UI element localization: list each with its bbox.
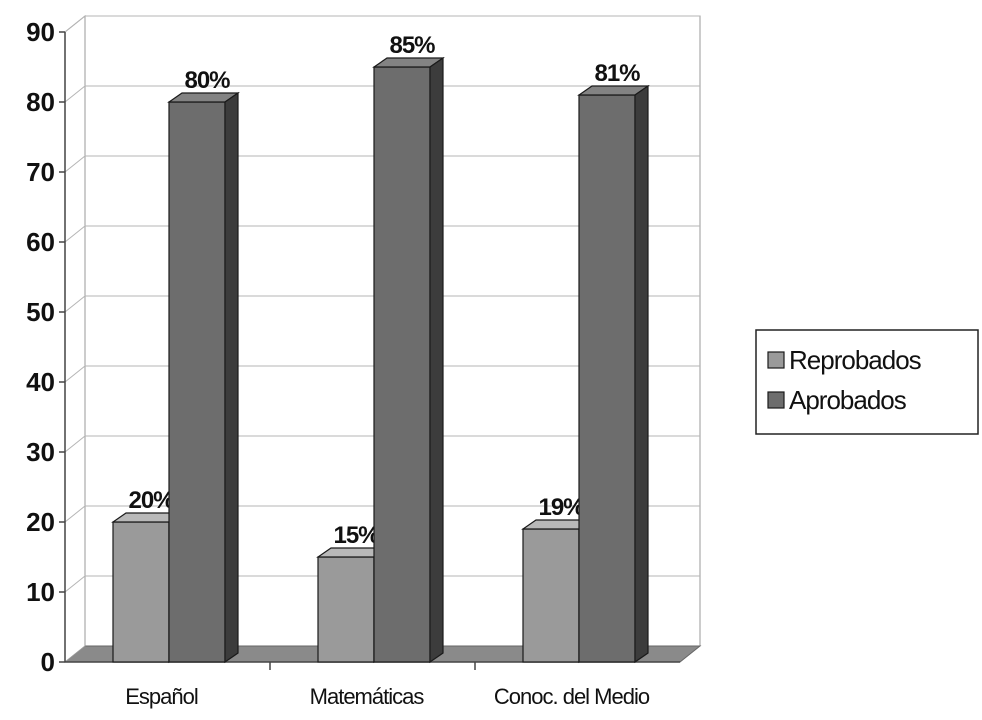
data-label: 15% [333, 522, 379, 549]
legend-label: Reprobados [789, 345, 922, 375]
gridline [64, 225, 700, 243]
y-tick-label: 70 [26, 157, 55, 187]
y-tick-label: 30 [26, 437, 55, 467]
bar-front [373, 66, 431, 663]
legend-box [755, 329, 979, 435]
data-label: 81% [594, 60, 640, 87]
y-tick-label: 90 [26, 17, 55, 47]
legend-swatch [767, 391, 785, 409]
bar-front [112, 521, 170, 663]
x-tick-label: Español [125, 684, 198, 709]
bar-front [578, 94, 636, 663]
y-tick-label: 60 [26, 227, 55, 257]
gridline [64, 365, 700, 383]
gridline [64, 575, 700, 593]
y-tick-label: 10 [26, 577, 55, 607]
data-label: 85% [389, 32, 435, 59]
bar-front [168, 101, 226, 663]
bar-aprobados-0 [167, 91, 240, 664]
y-tick-label: 20 [26, 507, 55, 537]
gridline [64, 505, 700, 523]
plot-side-wall [64, 14, 86, 664]
y-tick-label: 80 [26, 87, 55, 117]
data-label: 19% [538, 494, 584, 521]
gridline [64, 295, 700, 313]
bar-side [634, 84, 649, 664]
gridline [64, 15, 700, 33]
y-tick-label: 50 [26, 297, 55, 327]
legend-swatch [767, 351, 785, 369]
legend: Reprobados Aprobados [755, 329, 979, 435]
bar-aprobados-1 [372, 56, 445, 664]
gridline [64, 85, 700, 103]
x-tick-label: Conoc. del Medio [494, 684, 650, 709]
data-label: 20% [128, 487, 174, 514]
legend-label: Aprobados [789, 385, 907, 415]
gridline [64, 155, 700, 173]
x-tick-label: Matemáticas [310, 684, 425, 709]
gridline [64, 435, 700, 453]
bar-front [317, 556, 375, 663]
data-label: 80% [184, 67, 230, 94]
bar-aprobados-2 [577, 84, 650, 664]
y-tick-label: 40 [26, 367, 55, 397]
bar-side [429, 56, 444, 664]
bar-front [522, 528, 580, 663]
bar-side [224, 91, 239, 664]
y-tick-label: 0 [41, 647, 55, 677]
